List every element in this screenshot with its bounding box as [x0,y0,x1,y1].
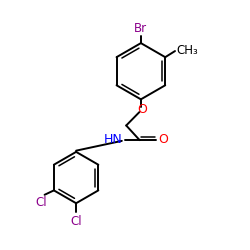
Text: Cl: Cl [35,196,47,209]
Text: O: O [137,103,147,116]
Text: Cl: Cl [70,215,82,228]
Text: CH₃: CH₃ [176,44,198,57]
Text: O: O [159,133,168,146]
Text: HN: HN [104,133,122,146]
Text: Br: Br [134,22,147,35]
